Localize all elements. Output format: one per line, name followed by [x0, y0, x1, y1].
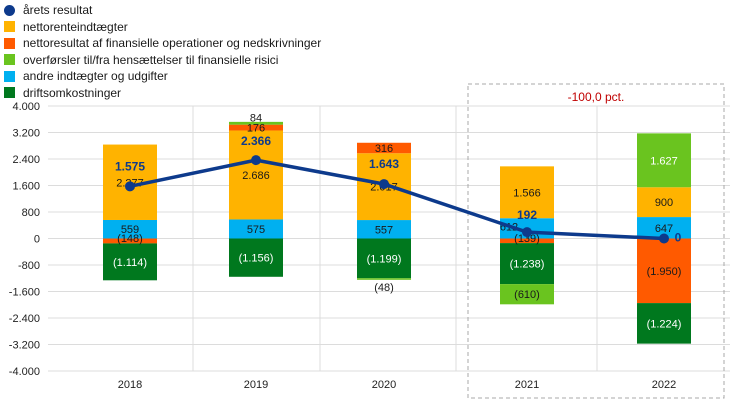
line-point-result [522, 227, 532, 238]
data-label-opex: (1.114) [113, 257, 147, 269]
bar-risk [500, 284, 554, 305]
y-tick-label: -2.400 [9, 313, 40, 325]
legend-item-fin: nettoresultat af finansielle operationer… [4, 35, 321, 52]
bar-opex [103, 243, 157, 281]
data-label-risk: (48) [374, 282, 394, 294]
y-tick-label: -800 [18, 260, 40, 272]
annotation-box [467, 83, 725, 399]
x-tick-label: 2018 [118, 379, 142, 391]
bar-opex [637, 303, 691, 344]
line-point-result [659, 233, 669, 244]
legend-swatch-opex [4, 87, 15, 99]
y-tick-label: 3.200 [12, 128, 40, 140]
bar-risk [229, 121, 283, 125]
x-tick-label: 2020 [372, 379, 396, 391]
legend-label-other: andre indtægter og udgifter [23, 69, 168, 84]
data-label-fin: 316 [375, 143, 393, 155]
data-label-fin: (1.950) [647, 266, 682, 278]
legend-swatch-fin [4, 37, 15, 49]
bar-fin [103, 238, 157, 244]
line-point-result [251, 155, 261, 166]
bar-opex [357, 238, 411, 279]
data-label-result: 2.366 [241, 134, 271, 148]
y-tick-label: -3.200 [9, 340, 40, 352]
legend-label-risk: overførsler til/fra hensættelser til fin… [23, 52, 279, 67]
data-label-opex: (1.156) [239, 253, 274, 265]
x-tick-label: 2022 [652, 379, 676, 391]
bar-nii [637, 187, 691, 218]
bar-other [357, 220, 411, 239]
legend-item-nii: nettorenteindtægter [4, 19, 321, 36]
line-point-result [125, 181, 135, 192]
data-label-other: 559 [121, 224, 139, 236]
y-tick-label: -1.600 [9, 287, 40, 299]
x-tick-label: 2019 [244, 379, 268, 391]
legend-item-result: årets resultat [4, 2, 321, 19]
bar-fin [637, 238, 691, 304]
bar-other [229, 219, 283, 239]
y-tick-label: 0 [34, 234, 40, 246]
legend-swatch-risk [4, 54, 15, 66]
y-tick-label: 1.600 [12, 181, 40, 193]
bar-other [637, 217, 691, 239]
legend-item-risk: overførsler til/fra hensættelser til fin… [4, 52, 321, 69]
data-label-other: 647 [655, 223, 673, 235]
legend-swatch-nii [4, 21, 15, 33]
legend-item-other: andre indtægter og udgifter [4, 68, 321, 85]
data-label-opex: (1.238) [510, 259, 545, 271]
bar-fin [500, 238, 554, 244]
bar-nii [500, 166, 554, 219]
data-label-fin: (139) [514, 233, 540, 245]
legend-label-result: årets resultat [23, 3, 93, 18]
legend-label-nii: nettorenteindtægter [23, 19, 128, 34]
legend-swatch-other [4, 70, 15, 82]
data-label-opex: (1.199) [367, 253, 402, 265]
data-label-result: 1.643 [369, 157, 399, 171]
bar-fin [229, 124, 283, 131]
legend: årets resultat nettorenteindtægter netto… [4, 2, 321, 101]
legend-item-opex: driftsomkostninger [4, 85, 321, 102]
legend-label-opex: driftsomkostninger [23, 85, 122, 100]
data-label-other: 557 [375, 224, 393, 236]
line-point-result [379, 179, 389, 190]
y-tick-label: -4.000 [9, 366, 40, 378]
x-tick-label: 2021 [515, 379, 539, 391]
y-tick-label: 2.400 [12, 154, 40, 166]
data-label-result: 0 [675, 231, 682, 245]
bar-opex [229, 238, 283, 277]
bar-other [103, 219, 157, 239]
bar-opex [500, 243, 554, 285]
bar-fin [357, 142, 411, 154]
bar-risk [357, 278, 411, 280]
bar-nii [229, 130, 283, 220]
data-label-other: 575 [247, 224, 265, 236]
data-label-fin: (148) [117, 233, 143, 245]
data-label-nii: 2.686 [242, 170, 270, 182]
data-label-risk: 1.627 [650, 155, 678, 167]
bar-risk [637, 133, 691, 188]
data-label-opex: (1.224) [647, 318, 682, 330]
legend-swatch-result [4, 4, 15, 16]
data-label-fin: 176 [247, 123, 265, 135]
data-label-result: 1.575 [115, 159, 145, 173]
legend-label-fin: nettoresultat af finansielle operationer… [23, 36, 322, 51]
data-label-result: 192 [517, 208, 537, 222]
data-label-risk: 84 [250, 112, 262, 124]
y-tick-label: 800 [22, 207, 40, 219]
y-tick-label: 4.000 [12, 101, 40, 113]
data-label-nii: 1.566 [513, 187, 541, 199]
data-label-nii: 900 [655, 197, 673, 209]
annotation-text: -100,0 pct. [568, 90, 625, 104]
data-label-risk: (610) [514, 289, 540, 301]
